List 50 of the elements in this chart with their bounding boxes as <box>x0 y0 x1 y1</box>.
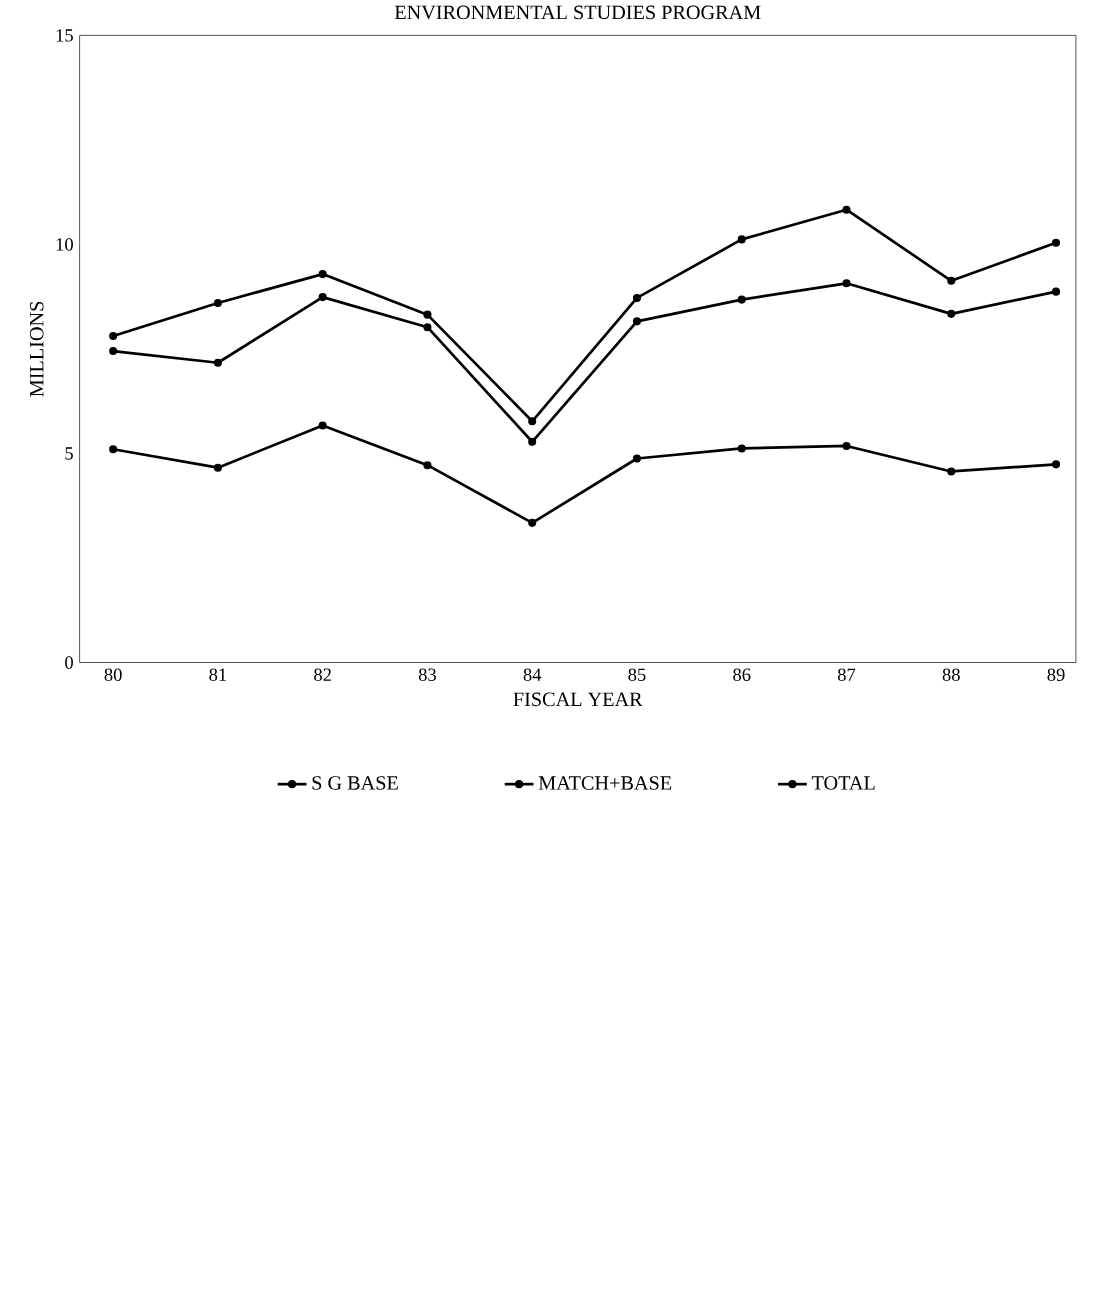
x-tick-label: 85 <box>628 668 646 681</box>
point <box>842 441 851 450</box>
point <box>109 346 118 356</box>
point <box>318 270 327 279</box>
point <box>1051 238 1061 247</box>
point <box>1051 287 1061 296</box>
point <box>947 276 956 285</box>
point <box>842 279 851 288</box>
x-tick-label: 86 <box>733 668 751 681</box>
point <box>737 295 746 304</box>
legend-label: TOTAL <box>811 776 875 790</box>
point <box>632 317 641 326</box>
point <box>423 323 432 332</box>
point <box>1051 460 1061 469</box>
point <box>947 309 956 318</box>
y-axis-title: MILLIONS <box>29 301 44 397</box>
x-tick-label: 89 <box>1047 668 1065 681</box>
point <box>737 235 746 244</box>
x-tick-label: 87 <box>837 668 856 681</box>
chart-title: ENVIRONMENTAL STUDIES PROGRAM <box>394 5 761 20</box>
point <box>528 437 537 446</box>
point <box>318 293 327 302</box>
point <box>213 358 222 367</box>
x-tick-label: 83 <box>418 668 436 681</box>
point <box>109 445 118 454</box>
point <box>947 467 956 476</box>
y-tick-label: 0 <box>65 656 73 669</box>
legend-label: S G BASE <box>312 776 398 790</box>
point <box>632 454 641 463</box>
y-tick-label: 5 <box>65 447 73 460</box>
y-tick-label: 10 <box>56 238 73 251</box>
point <box>528 518 537 527</box>
point <box>213 298 222 308</box>
point <box>423 310 432 319</box>
x-tick-label: 81 <box>209 668 227 681</box>
point <box>423 461 432 470</box>
legend-label: MATCH+BASE <box>538 776 672 790</box>
x-tick-label: 84 <box>523 668 542 681</box>
x-tick-label: 80 <box>104 668 122 681</box>
x-tick-label: 82 <box>314 668 331 681</box>
y-tick-label: 15 <box>56 29 73 42</box>
point <box>213 463 222 472</box>
x-axis-title: FISCAL YEAR <box>513 692 643 707</box>
point <box>528 417 537 426</box>
point <box>842 205 851 214</box>
point <box>109 331 118 341</box>
point <box>318 421 327 430</box>
x-tick-label: 88 <box>942 668 960 681</box>
point <box>737 444 746 453</box>
point <box>632 293 641 302</box>
